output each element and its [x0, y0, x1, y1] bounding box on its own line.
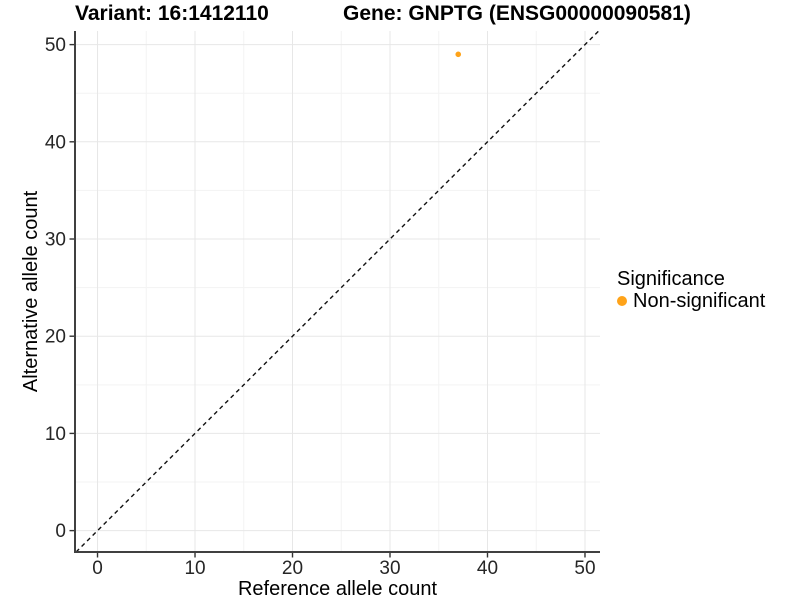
- axis-lines: [74, 31, 600, 553]
- svg-text:50: 50: [45, 35, 66, 56]
- plot-title-gene: Gene: GNPTG (ENSG00000090581): [343, 2, 691, 25]
- y-tick-labels: 0 10 20 30 40 50: [45, 35, 66, 542]
- legend: Significance Non-significant: [617, 268, 765, 312]
- svg-text:0: 0: [55, 521, 66, 542]
- identity-line: [75, 31, 600, 552]
- svg-text:40: 40: [477, 558, 498, 579]
- x-tick-labels: 0 10 20 30 40 50: [92, 558, 595, 579]
- svg-text:30: 30: [379, 558, 400, 579]
- svg-text:20: 20: [45, 327, 66, 348]
- svg-text:0: 0: [92, 558, 103, 579]
- legend-point-icon: [617, 296, 627, 306]
- svg-text:20: 20: [282, 558, 303, 579]
- y-axis-title: Alternative allele count: [20, 190, 42, 392]
- tick-marks: [69, 43, 586, 558]
- svg-text:10: 10: [184, 558, 205, 579]
- plot-title-variant: Variant: 16:1412110: [75, 2, 269, 25]
- x-axis-title: Reference allele count: [238, 578, 437, 600]
- svg-text:40: 40: [45, 132, 66, 153]
- svg-text:10: 10: [45, 424, 66, 445]
- gridlines-minor: [75, 31, 600, 552]
- legend-title: Significance: [617, 268, 725, 290]
- legend-item-label: Non-significant: [633, 290, 766, 312]
- svg-text:50: 50: [574, 558, 595, 579]
- svg-text:30: 30: [45, 230, 66, 251]
- data-point: [455, 51, 462, 58]
- gridlines-major: [75, 31, 600, 552]
- legend-item-non-significant: Non-significant: [617, 290, 765, 312]
